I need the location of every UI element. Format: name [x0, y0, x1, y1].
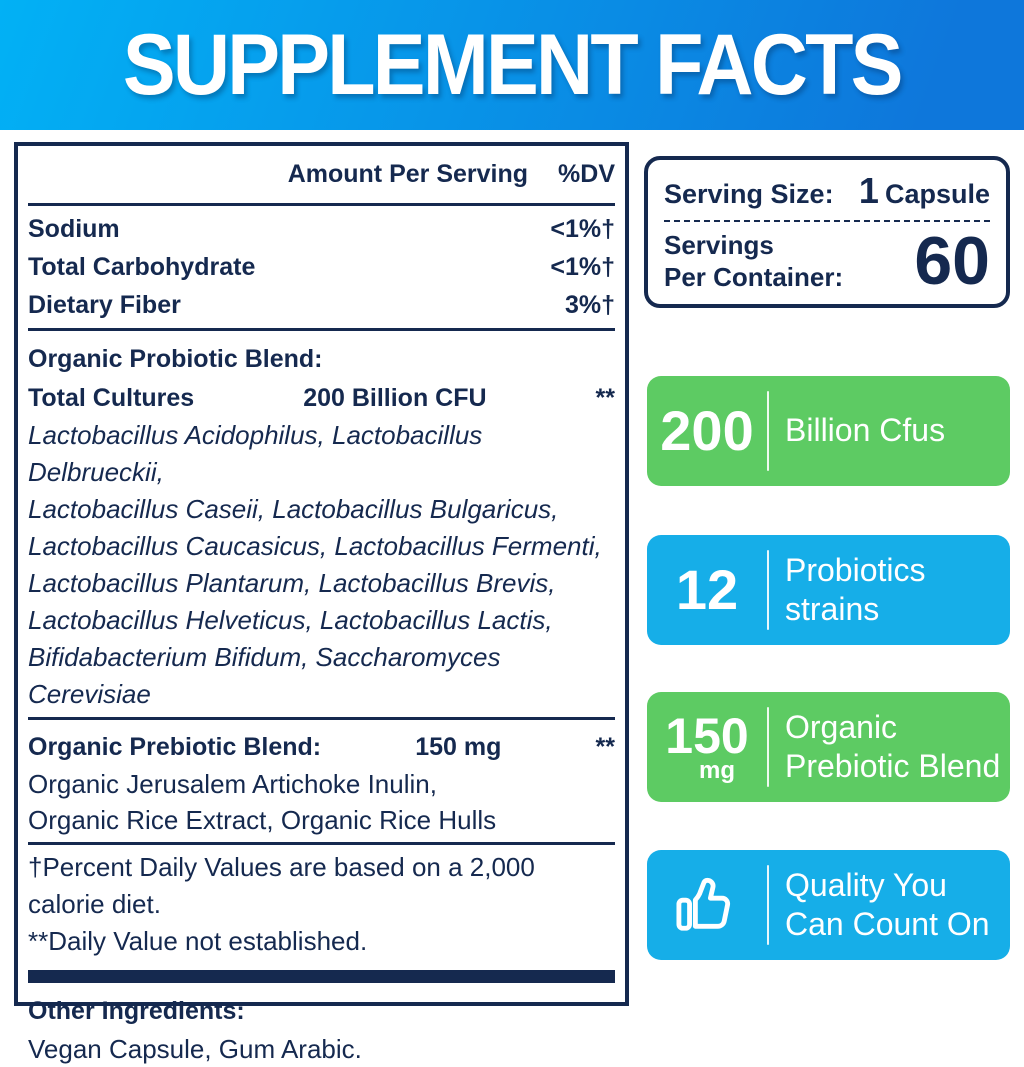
badge-label-line1: Probiotics [785, 551, 926, 588]
badge-quality: Quality You Can Count On [647, 850, 1010, 960]
badge-label: Probiotics strains [769, 551, 926, 629]
footnote-line: **Daily Value not established. [28, 926, 368, 956]
serving-size-label: Serving Size: [664, 179, 834, 209]
badge-label-line1: Quality You [785, 866, 947, 903]
thick-divider-bar [28, 970, 615, 983]
total-cultures-label: Total Cultures [28, 384, 195, 412]
other-ingredients-title: Other Ingredients: [28, 997, 245, 1025]
serving-size-value: 1 Capsule [859, 170, 990, 212]
divider-rule [28, 842, 615, 845]
prebiotic-blend-row: Organic Prebiotic Blend: 150 mg ** [26, 728, 617, 766]
badge-prebiotic-blend: 150 mg Organic Prebiotic Blend [647, 692, 1010, 802]
prebiotic-blend-amount: 150 mg [415, 733, 502, 761]
badge-label-line1: Organic [785, 708, 898, 745]
table-row: Dietary Fiber 3%† [26, 286, 617, 324]
prebiotic-blend-dv: ** [595, 733, 615, 761]
page-title: SUPPLEMENT FACTS [123, 16, 904, 113]
dashed-divider [664, 220, 990, 222]
badge-billion-cfus: 200 Billion Cfus [647, 376, 1010, 486]
servings-label-line2: Per Container: [664, 262, 844, 292]
badge-unit: mg [699, 757, 735, 784]
probiotic-blend-section: Organic Probiotic Blend: Total Cultures … [26, 335, 617, 713]
probiotic-blend-title: Organic Probiotic Blend: [28, 345, 323, 373]
badge-number: 12 [675, 558, 739, 621]
badge-number: 200 [660, 399, 754, 462]
footnotes-section: †Percent Daily Values are based on a 2,0… [26, 849, 617, 960]
footnote-line: †Percent Daily Values are based on a 2,0… [28, 852, 535, 882]
thumbs-up-icon [647, 874, 767, 936]
badge-divider [767, 391, 769, 471]
strain-line: Bifidabacterium Bifidum, Saccharomyces C… [28, 642, 501, 709]
amount-per-serving-label: Amount Per Serving [287, 160, 529, 188]
nutrient-value: <1%† [550, 253, 615, 281]
badge-label: Organic Prebiotic Blend [769, 708, 1000, 786]
serving-size-unit: Capsule [884, 179, 990, 209]
total-cultures-row: Total Cultures 200 Billion CFU ** [26, 379, 617, 417]
servings-per-container-label: Servings Per Container: [664, 229, 843, 294]
table-row: Sodium <1%† [26, 210, 617, 248]
table-row: Total Carbohydrate <1%† [26, 248, 617, 286]
badge-label: Billion Cfus [769, 411, 945, 450]
strain-line: Lactobacillus Caseii, Lactobacillus Bulg… [28, 494, 559, 524]
badge-label-line1: Billion Cfus [785, 412, 946, 449]
percent-dv-label: %DV [558, 160, 615, 188]
prebiotic-ingredient-line: Organic Rice Extract, Organic Rice Hulls [28, 805, 497, 835]
badge-probiotic-strains: 12 Probiotics strains [647, 535, 1010, 645]
footnote-line: calorie diet. [28, 889, 161, 919]
badge-label: Quality You Can Count On [769, 866, 990, 944]
badge-label-line2: Prebiotic Blend [785, 748, 1001, 784]
total-cultures-amount: 200 Billion CFU [303, 384, 487, 412]
serving-info-box: Serving Size: 1 Capsule Servings Per Cont… [644, 156, 1010, 308]
prebiotic-ingredient-line: Organic Jerusalem Artichoke Inulin, [28, 769, 437, 799]
strain-line: Lactobacillus Helveticus, Lactobacillus … [28, 605, 553, 635]
strain-line: Lactobacillus Plantarum, Lactobacillus B… [28, 568, 556, 598]
strain-line: Lactobacillus Acidophilus, Lactobacillus… [28, 420, 483, 487]
nutrient-name: Dietary Fiber [28, 291, 181, 319]
facts-header-row: Amount Per Serving %DV [26, 154, 617, 199]
prebiotic-blend-section: Organic Prebiotic Blend: 150 mg ** Organ… [26, 724, 617, 838]
badge-number: 150 [665, 708, 749, 764]
serving-size-number: 1 [858, 170, 879, 211]
nutrient-name: Total Carbohydrate [28, 253, 256, 281]
strain-line: Lactobacillus Caucasicus, Lactobacillus … [28, 531, 602, 561]
badge-value: 12 [647, 562, 767, 618]
nutrient-value: 3%† [564, 291, 615, 319]
nutrient-value: <1%† [550, 215, 615, 243]
servings-per-container-value: 60 [914, 223, 990, 299]
divider-rule [28, 328, 615, 331]
servings-per-container-row: Servings Per Container: 60 [664, 226, 990, 296]
prebiotic-blend-label: Organic Prebiotic Blend: [28, 733, 322, 761]
badge-label-line2: strains [785, 591, 880, 627]
divider-rule [28, 203, 615, 206]
badge-divider [767, 550, 769, 630]
badge-label-line2: Can Count On [785, 906, 990, 942]
supplement-facts-panel: Amount Per Serving %DV Sodium <1%† Total… [14, 142, 629, 1064]
banner: SUPPLEMENT FACTS [0, 0, 1024, 130]
badge-value: 200 [647, 403, 767, 459]
other-ingredients-text: Vegan Capsule, Gum Arabic. [28, 1034, 362, 1064]
other-ingredients-section: Other Ingredients: Vegan Capsule, Gum Ar… [26, 991, 617, 1067]
servings-label-line1: Servings [664, 229, 774, 260]
badge-value: 150 mg [647, 711, 767, 783]
badge-divider [767, 865, 769, 945]
serving-size-row: Serving Size: 1 Capsule [664, 170, 990, 212]
nutrient-name: Sodium [28, 215, 120, 243]
total-cultures-dv: ** [595, 384, 615, 412]
divider-rule [28, 717, 615, 720]
badge-divider [767, 707, 769, 787]
